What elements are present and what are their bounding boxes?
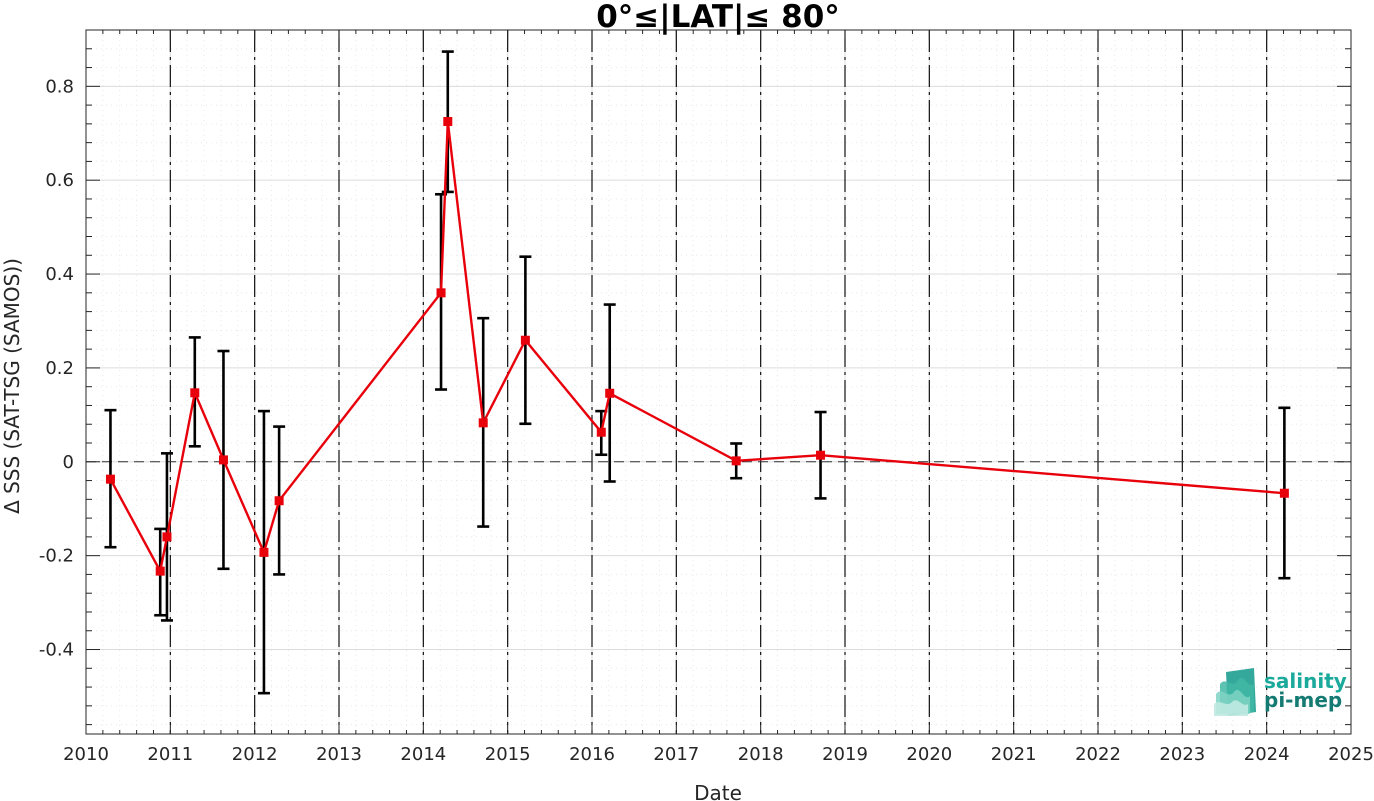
data-point — [106, 475, 114, 483]
y-axis-label: Δ SSS (SAT-TSG (SAMOS)) — [0, 258, 24, 514]
data-point — [444, 118, 452, 126]
data-point — [156, 567, 164, 575]
x-tick-label: 2010 — [63, 744, 109, 765]
data-point — [163, 533, 171, 541]
y-tick-label: 0.6 — [45, 170, 74, 191]
data-point — [606, 389, 614, 397]
y-tick-label: -0.2 — [39, 546, 74, 567]
x-tick-label: 2015 — [485, 744, 531, 765]
data-point — [521, 336, 529, 344]
y-tick-label: 0.8 — [45, 76, 74, 97]
data-point — [1280, 489, 1288, 497]
y-tick-label: 0.2 — [45, 358, 74, 379]
data-point — [479, 419, 487, 427]
salinity-pi-mep-logo: salinity pi-mep — [1214, 668, 1347, 716]
x-tick-label: 2016 — [569, 744, 615, 765]
x-axis-label: Date — [694, 781, 742, 801]
x-tick-label: 2020 — [906, 744, 952, 765]
x-tick-label: 2017 — [653, 744, 699, 765]
x-tick-label: 2012 — [232, 744, 278, 765]
x-tick-label: 2023 — [1159, 744, 1205, 765]
x-tick-label: 2019 — [822, 744, 868, 765]
data-point — [817, 451, 825, 459]
x-tick-label: 2024 — [1244, 744, 1290, 765]
x-tick-label: 2011 — [147, 744, 193, 765]
data-point — [191, 389, 199, 397]
data-point — [437, 289, 445, 297]
data-point — [597, 428, 605, 436]
x-tick-label: 2021 — [991, 744, 1037, 765]
data-point — [275, 497, 283, 505]
data-point — [732, 457, 740, 465]
x-tick-label: 2025 — [1328, 744, 1374, 765]
x-tick-label: 2014 — [400, 744, 446, 765]
x-tick-label: 2022 — [1075, 744, 1121, 765]
data-point — [219, 456, 227, 464]
y-tick-label: -0.4 — [39, 640, 74, 661]
x-tick-label: 2013 — [316, 744, 362, 765]
x-tick-label: 2018 — [738, 744, 784, 765]
y-tick-label: 0 — [63, 452, 74, 473]
data-point — [260, 548, 268, 556]
y-tick-label: 0.4 — [45, 264, 74, 285]
logo-text-pi-mep: pi-mep — [1264, 688, 1342, 712]
chart-title: 0°≤|LAT|≤ 80° — [596, 0, 840, 35]
